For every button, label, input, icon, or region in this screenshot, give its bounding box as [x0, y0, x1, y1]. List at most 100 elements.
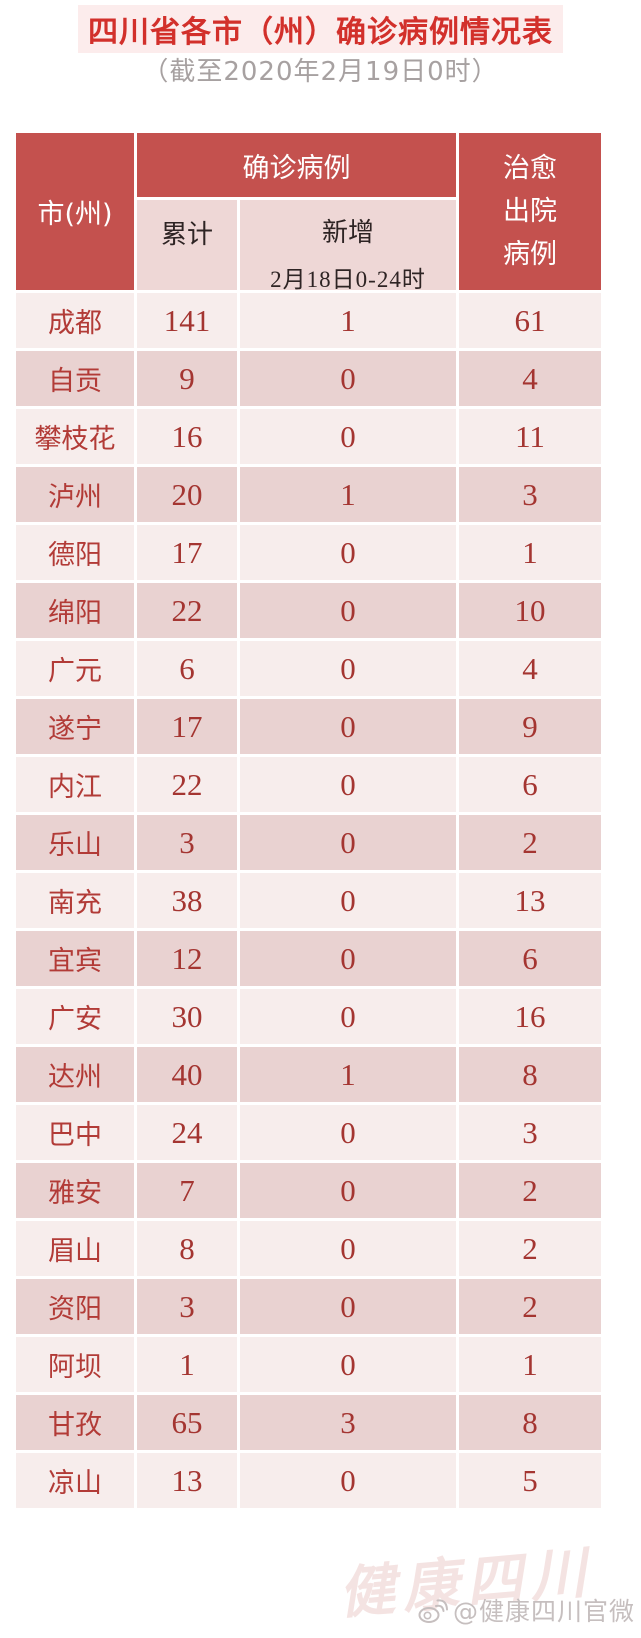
source-handle: @健康四川官微	[452, 1597, 635, 1626]
cured-cell: 9	[459, 699, 601, 754]
cumulative-cell: 22	[137, 583, 237, 638]
new-cases-cell: 0	[240, 931, 456, 986]
cumulative-cell: 9	[137, 351, 237, 406]
new-cases-cell: 1	[240, 1047, 456, 1102]
cumulative-cell: 20	[137, 467, 237, 522]
header-cumulative-col: 累计	[137, 200, 237, 290]
new-cases-cell: 0	[240, 1453, 456, 1508]
city-cell: 自贡	[16, 351, 134, 406]
cumulative-cell: 17	[137, 525, 237, 580]
header-city-col: 市(州)	[16, 133, 134, 290]
city-cell: 宜宾	[16, 931, 134, 986]
city-cell: 眉山	[16, 1221, 134, 1276]
cured-cell: 6	[459, 931, 601, 986]
city-cell: 甘孜	[16, 1395, 134, 1450]
header-confirmed-group: 确诊病例	[137, 133, 456, 197]
cumulative-cell: 12	[137, 931, 237, 986]
new-cases-cell: 0	[240, 351, 456, 406]
cured-cell: 5	[459, 1453, 601, 1508]
cumulative-cell: 7	[137, 1163, 237, 1218]
city-cell: 攀枝花	[16, 409, 134, 464]
new-cases-cell: 0	[240, 699, 456, 754]
city-cell: 广元	[16, 641, 134, 696]
new-cases-cell: 0	[240, 409, 456, 464]
page-subtitle: （截至2020年2月19日0时）	[142, 57, 499, 87]
new-cases-cell: 0	[240, 757, 456, 812]
city-cell: 阿坝	[16, 1337, 134, 1392]
cured-cell: 3	[459, 467, 601, 522]
new-cases-cell: 1	[240, 293, 456, 348]
cumulative-cell: 3	[137, 1279, 237, 1334]
page-title: 四川省各市（州）确诊病例情况表	[78, 5, 563, 53]
cured-cell: 2	[459, 1163, 601, 1218]
cured-cell: 10	[459, 583, 601, 638]
cumulative-cell: 30	[137, 989, 237, 1044]
city-cell: 泸州	[16, 467, 134, 522]
cured-cell: 3	[459, 1105, 601, 1160]
cured-cell: 61	[459, 293, 601, 348]
source-credit: @健康四川官微	[417, 1592, 635, 1628]
city-cell: 德阳	[16, 525, 134, 580]
cumulative-cell: 13	[137, 1453, 237, 1508]
city-cell: 巴中	[16, 1105, 134, 1160]
cumulative-cell: 17	[137, 699, 237, 754]
cumulative-cell: 16	[137, 409, 237, 464]
cumulative-cell: 38	[137, 873, 237, 928]
new-cases-cell: 0	[240, 1163, 456, 1218]
cumulative-cell: 40	[137, 1047, 237, 1102]
new-cases-cell: 0	[240, 1105, 456, 1160]
city-cell: 凉山	[16, 1453, 134, 1508]
cured-cell: 11	[459, 409, 601, 464]
cured-cell: 4	[459, 641, 601, 696]
cured-cell: 2	[459, 1279, 601, 1334]
cured-cell: 1	[459, 1337, 601, 1392]
cases-table: 市(州) 确诊病例 治愈 出院 病例 累计 新增 2月18日0-24时 成都 14…	[16, 133, 601, 1508]
new-cases-cell: 0	[240, 1337, 456, 1392]
header-cured-line-3: 病例	[503, 239, 557, 270]
new-cases-cell: 0	[240, 583, 456, 638]
cumulative-cell: 1	[137, 1337, 237, 1392]
cured-cell: 6	[459, 757, 601, 812]
header-new-label: 新增	[321, 218, 374, 248]
city-cell: 乐山	[16, 815, 134, 870]
cured-cell: 2	[459, 815, 601, 870]
header-new-col: 新增 2月18日0-24时	[240, 200, 456, 292]
cured-cell: 4	[459, 351, 601, 406]
header-cured-col: 治愈 出院 病例	[459, 133, 601, 290]
cured-cell: 13	[459, 873, 601, 928]
new-cases-cell: 0	[240, 1221, 456, 1276]
new-cases-cell: 3	[240, 1395, 456, 1450]
cured-cell: 8	[459, 1047, 601, 1102]
city-cell: 成都	[16, 293, 134, 348]
header-cured-line-2: 出院	[503, 196, 557, 227]
city-cell: 广安	[16, 989, 134, 1044]
cumulative-cell: 24	[137, 1105, 237, 1160]
city-cell: 资阳	[16, 1279, 134, 1334]
city-cell: 内江	[16, 757, 134, 812]
header-cured-line-1: 治愈	[503, 153, 557, 184]
cured-cell: 16	[459, 989, 601, 1044]
new-cases-cell: 1	[240, 467, 456, 522]
cured-cell: 2	[459, 1221, 601, 1276]
city-cell: 达州	[16, 1047, 134, 1102]
new-cases-cell: 0	[240, 641, 456, 696]
city-cell: 绵阳	[16, 583, 134, 638]
cumulative-cell: 141	[137, 293, 237, 348]
cumulative-cell: 6	[137, 641, 237, 696]
weibo-icon	[417, 1597, 448, 1624]
cumulative-cell: 22	[137, 757, 237, 812]
new-cases-cell: 0	[240, 525, 456, 580]
cured-cell: 1	[459, 525, 601, 580]
title-band: 四川省各市（州）确诊病例情况表	[0, 5, 641, 53]
new-cases-cell: 0	[240, 989, 456, 1044]
cumulative-cell: 65	[137, 1395, 237, 1450]
header-new-period: 2月18日0-24时	[270, 267, 426, 292]
new-cases-cell: 0	[240, 815, 456, 870]
city-cell: 南充	[16, 873, 134, 928]
city-cell: 雅安	[16, 1163, 134, 1218]
new-cases-cell: 0	[240, 873, 456, 928]
cumulative-cell: 3	[137, 815, 237, 870]
cured-cell: 8	[459, 1395, 601, 1450]
cumulative-cell: 8	[137, 1221, 237, 1276]
city-cell: 遂宁	[16, 699, 134, 754]
